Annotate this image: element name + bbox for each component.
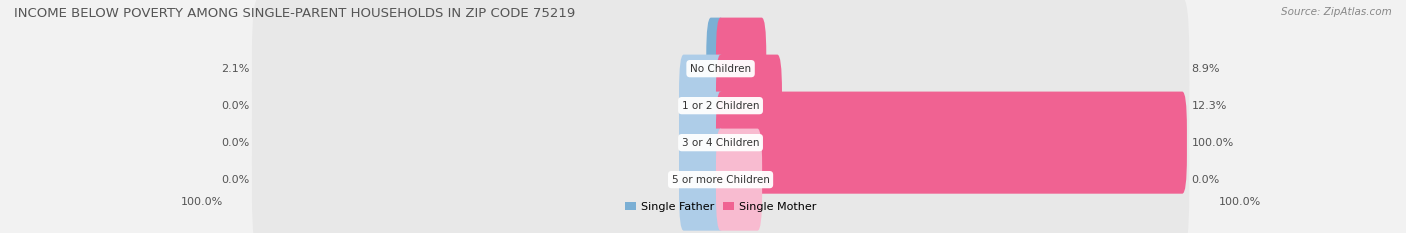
Text: No Children: No Children (690, 64, 751, 74)
Text: INCOME BELOW POVERTY AMONG SINGLE-PARENT HOUSEHOLDS IN ZIP CODE 75219: INCOME BELOW POVERTY AMONG SINGLE-PARENT… (14, 7, 575, 20)
FancyBboxPatch shape (252, 72, 1189, 214)
FancyBboxPatch shape (252, 109, 1189, 233)
FancyBboxPatch shape (716, 92, 1187, 194)
Text: 2.1%: 2.1% (221, 64, 250, 74)
Text: 3 or 4 Children: 3 or 4 Children (682, 138, 759, 148)
FancyBboxPatch shape (716, 55, 782, 157)
FancyBboxPatch shape (679, 92, 725, 194)
Text: Source: ZipAtlas.com: Source: ZipAtlas.com (1281, 7, 1392, 17)
Text: 100.0%: 100.0% (180, 197, 222, 207)
Text: 100.0%: 100.0% (1219, 197, 1261, 207)
FancyBboxPatch shape (679, 55, 725, 157)
Text: 8.9%: 8.9% (1191, 64, 1220, 74)
Text: 12.3%: 12.3% (1191, 101, 1227, 111)
Text: 0.0%: 0.0% (1191, 175, 1220, 185)
FancyBboxPatch shape (706, 18, 725, 120)
FancyBboxPatch shape (716, 18, 766, 120)
FancyBboxPatch shape (716, 129, 762, 231)
Text: 1 or 2 Children: 1 or 2 Children (682, 101, 759, 111)
Legend: Single Father, Single Mother: Single Father, Single Mother (621, 197, 820, 216)
FancyBboxPatch shape (252, 35, 1189, 177)
FancyBboxPatch shape (679, 129, 725, 231)
Text: 0.0%: 0.0% (221, 175, 250, 185)
Text: 5 or more Children: 5 or more Children (672, 175, 769, 185)
Text: 0.0%: 0.0% (221, 138, 250, 148)
Text: 0.0%: 0.0% (221, 101, 250, 111)
FancyBboxPatch shape (252, 0, 1189, 140)
Text: 100.0%: 100.0% (1191, 138, 1234, 148)
